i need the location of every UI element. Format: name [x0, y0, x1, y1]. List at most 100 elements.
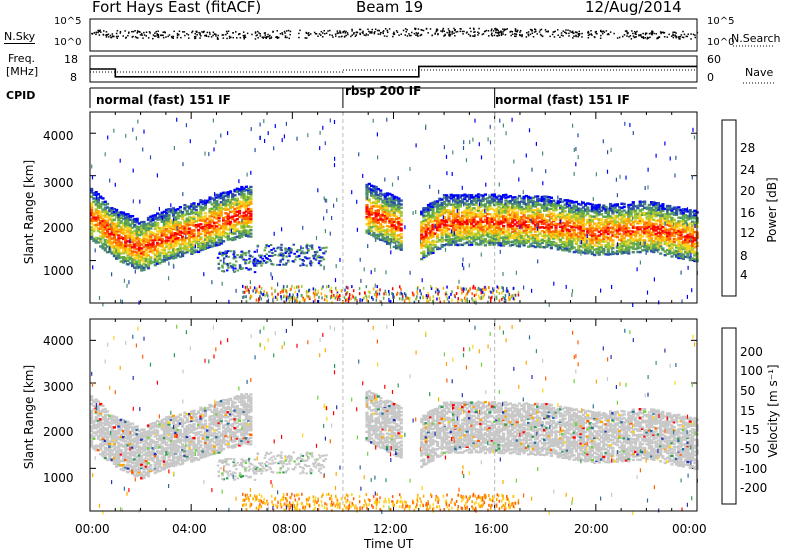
power-cell: [399, 223, 403, 226]
power-cell: [146, 264, 151, 267]
power-cell: [447, 218, 451, 222]
power-cell: [385, 217, 390, 220]
noise-sky-point: [459, 30, 461, 33]
velocity-cell: [101, 431, 105, 434]
velocity-cell: [197, 442, 201, 445]
velocity-cell: [374, 434, 378, 437]
velocity-cell: [388, 407, 392, 411]
noise-sky-point: [367, 28, 369, 30]
power-cell: [219, 233, 223, 236]
noise-sky-point: [434, 33, 436, 35]
power-cell: [126, 221, 130, 224]
power-cell: [135, 217, 139, 221]
power-cell: [192, 211, 196, 215]
power-cell: [238, 189, 242, 193]
power-cell: [210, 231, 214, 235]
power-cell: [105, 224, 110, 227]
power-cell: [228, 190, 233, 193]
noise-sky-point: [230, 36, 232, 39]
power-cell: [137, 258, 141, 262]
power-cell: [454, 214, 458, 218]
power-cell: [219, 206, 223, 209]
velocity-cell: [103, 441, 107, 444]
noise-sky-point: [594, 31, 597, 33]
power-cell: [392, 197, 396, 200]
power-cell: [458, 220, 462, 223]
velocity-cell: [431, 427, 435, 431]
velocity-cell: [370, 426, 374, 429]
power-cell: [235, 190, 239, 194]
velocity-cell: [219, 441, 223, 444]
noise-sky-point: [386, 29, 388, 32]
velocity-cell: [438, 446, 442, 449]
noise-sky-point: [420, 29, 422, 31]
velocity-cell: [137, 473, 141, 477]
noise-sky-point: [128, 32, 130, 34]
velocity-cell: [174, 431, 178, 435]
velocity-cell: [226, 415, 230, 419]
velocity-cell: [176, 421, 180, 425]
power-cell: [208, 220, 212, 223]
velocity-cell: [142, 430, 146, 433]
velocity-cell: [90, 429, 94, 433]
noise-sky-point: [642, 36, 644, 39]
noise-sky-point: [95, 33, 97, 36]
power-cell: [454, 226, 458, 229]
power-cell: [399, 235, 403, 239]
velocity-cell: [128, 422, 132, 425]
power-cell: [185, 228, 189, 231]
power-cell: [440, 201, 444, 205]
velocity-cell: [199, 440, 203, 443]
velocity-cell: [383, 437, 387, 440]
power-cell: [228, 207, 233, 210]
power-cell: [96, 206, 100, 210]
velocity-cell: [105, 421, 110, 425]
noise-sky-point: [638, 34, 640, 36]
noise-sky-point: [270, 37, 272, 39]
velocity-cell: [219, 404, 223, 407]
power-cell: [153, 263, 157, 267]
velocity-cell: [121, 459, 126, 463]
velocity-cell: [367, 438, 371, 441]
noise-sky-point: [681, 36, 684, 38]
power-cell: [171, 249, 176, 252]
velocity-cell: [215, 413, 219, 416]
velocity-cell: [233, 420, 237, 423]
velocity-cell: [447, 418, 451, 421]
noise-sky-point: [132, 35, 134, 38]
velocity-cell: [140, 438, 144, 441]
velocity-cell: [112, 453, 116, 456]
power-cell: [390, 230, 394, 233]
power-cell: [433, 232, 437, 235]
noise-sky-point: [269, 34, 271, 37]
velocity-cell: [171, 421, 176, 424]
power-cell: [119, 226, 123, 229]
power-cell: [90, 232, 94, 235]
power-cell: [436, 247, 440, 251]
power-cell: [137, 255, 141, 258]
velocity-cell: [219, 415, 223, 418]
noise-sky-point: [588, 33, 591, 36]
power-cell: [429, 202, 433, 205]
velocity-cell: [103, 429, 107, 432]
velocity-cell: [103, 433, 107, 436]
power-cell: [178, 214, 182, 218]
noise-sky-point: [232, 36, 234, 39]
velocity-cell: [99, 402, 103, 406]
noise-sky-point: [573, 32, 575, 34]
power-cell: [390, 227, 394, 230]
power-cell: [94, 208, 98, 211]
power-cell: [192, 202, 196, 205]
velocity-cell: [101, 425, 105, 428]
velocity-cell: [126, 452, 130, 455]
power-cell: [397, 202, 401, 205]
velocity-cell: [119, 433, 123, 436]
noise-sky-point: [495, 29, 497, 32]
noise-sky-point: [634, 33, 636, 35]
velocity-cell: [140, 465, 144, 468]
velocity-cell: [115, 423, 119, 427]
noise-sky-point: [590, 30, 592, 32]
velocity-cell: [210, 449, 214, 453]
noise-sky-point: [641, 36, 643, 38]
power-cell: [244, 216, 248, 219]
